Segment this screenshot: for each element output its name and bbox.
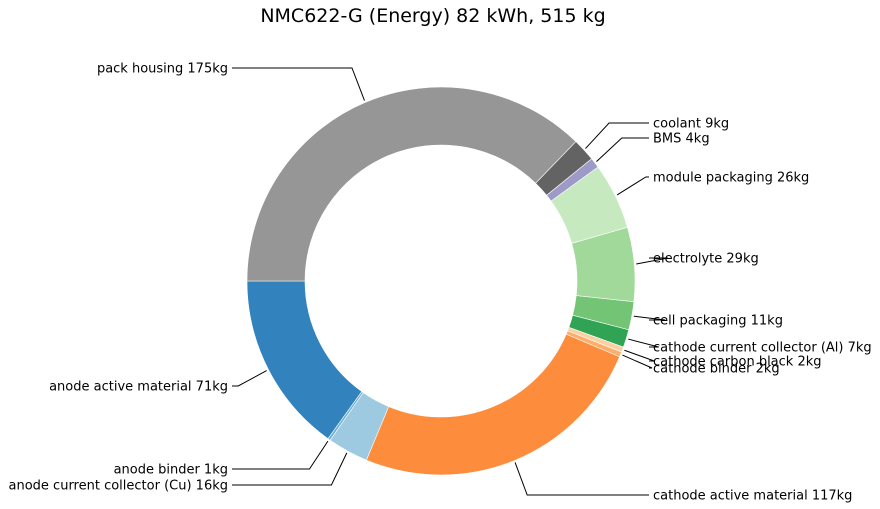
- slice-label-electrolyte-29kg: electrolyte 29kg: [653, 252, 759, 267]
- slice-label-cathode-binder-2kg: cathode binder 2kg: [653, 362, 780, 377]
- leader-line-coolant-9kg: [585, 122, 649, 149]
- slice-label-coolant-9kg: coolant 9kg: [653, 117, 729, 132]
- slice-label-bms-4kg: BMS 4kg: [653, 132, 710, 147]
- leader-line-cathode-binder-2kg: [622, 354, 653, 369]
- leader-line-module-packaging-26kg: [616, 176, 649, 196]
- slice-label-cell-packaging-11kg: cell packaging 11kg: [653, 314, 783, 329]
- slice-label-pack-housing-175kg: pack housing 175kg: [97, 62, 228, 77]
- leader-lines: [232, 67, 669, 496]
- leader-line-anode-binder-1kg: [232, 440, 329, 470]
- slice-label-cathode-current-collector-al-7kg: cathode current collector (Al) 7kg: [653, 341, 872, 356]
- leader-line-anode-active-material-71kg: [232, 370, 267, 387]
- leader-line-cell-packaging-11kg: [633, 315, 666, 321]
- slice-labels: anode active material 71kg anode binder 1…: [9, 62, 872, 504]
- slice-anode-active-material-71kg: [246, 280, 363, 440]
- slice-label-module-packaging-26kg: module packaging 26kg: [653, 171, 809, 186]
- leader-line-cathode-active-material-117kg: [514, 462, 649, 496]
- slice-label-cathode-active-material-117kg: cathode active material 117kg: [653, 489, 852, 504]
- chart-title: NMC622-G (Energy) 82 kWh, 515 kg: [260, 5, 605, 27]
- slice-label-cathode-carbon-black-2kg: cathode carbon black 2kg: [653, 355, 822, 370]
- leader-line-anode-current-collector-cu-16kg: [232, 452, 348, 486]
- leader-line-cathode-carbon-black-2kg: [624, 349, 655, 362]
- slice-pack-housing-175kg: [246, 86, 577, 282]
- leader-line-pack-housing-175kg: [232, 67, 365, 101]
- slice-label-anode-binder-1kg: anode binder 1kg: [114, 463, 228, 478]
- slice-label-anode-active-material-71kg: anode active material 71kg: [49, 380, 228, 395]
- leader-line-electrolyte-29kg: [636, 257, 669, 265]
- leader-line-cathode-current-collector-al-7kg: [628, 338, 659, 348]
- donut-slices: [246, 86, 636, 476]
- slice-cathode-active-material-117kg: [366, 333, 620, 476]
- leader-line-bms-4kg: [596, 137, 649, 162]
- slice-label-anode-current-collector-cu-16kg: anode current collector (Cu) 16kg: [9, 479, 228, 494]
